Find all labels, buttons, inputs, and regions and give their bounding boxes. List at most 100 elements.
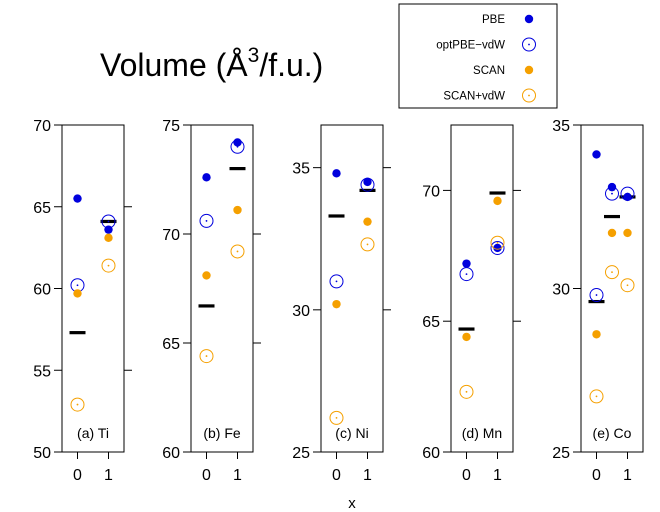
data-point-pbe [202,173,211,182]
data-point-scan-vdw-center [366,243,369,246]
data-point-optpbe-vdw [459,267,474,282]
legend-label-2: SCAN [473,65,505,77]
data-point-optpbe-vdw-center [76,284,79,287]
legend-marker-1 [522,37,536,52]
data-point-scan-vdw [101,258,116,273]
data-point-optpbe-vdw-center [626,192,629,195]
data-point-scan-vdw-center [465,390,468,393]
data-point-scan-vdw [199,349,214,364]
data-point-optpbe-vdw [360,177,375,192]
y-tick-label: 25 [292,445,310,462]
data-point-scan-vdw-center [595,395,598,398]
x-tick-label: 1 [104,467,113,484]
data-point-optpbe-vdw [620,186,635,201]
data-point-optpbe-vdw-center [496,247,499,249]
data-point-scan [462,332,471,342]
data-point-scan-vdw [589,389,604,404]
y-tick-label: 70 [33,118,51,135]
panel-label: (b) Fe [203,425,241,441]
data-point-optpbe-vdw-center [611,192,613,195]
data-point-scan-vdw [329,410,344,425]
y-tick-label: 65 [422,314,440,331]
panels: 50 55 60 65 70 0 1 (a) Ti 60 65 70 75 0 1 (b) Fe 25 30 35… [33,118,644,484]
panel-frame [320,124,384,453]
legend: PBE optPBE−vdW SCAN SCAN+vdW [398,3,558,109]
legend-marker-2 [524,65,534,75]
legend-marker-0 [524,14,534,24]
data-point-optpbe-vdw-center [595,294,598,296]
x-tick-label: 1 [493,467,502,484]
data-point-optpbe-vdw-center [107,220,110,223]
data-point-pbe [462,259,471,268]
panel-1: 60 65 70 75 0 1 (b) Fe [162,118,261,484]
data-point-scan-vdw [459,384,474,399]
y-tick-label: 75 [162,118,180,135]
data-point-scan-vdw-center [335,416,338,419]
y-tick-label: 70 [422,183,440,200]
x-axis-label: x [348,495,356,512]
x-tick-label: 1 [623,467,632,484]
data-point-optpbe-vdw-center [205,220,208,222]
panel-label: (d) Mn [462,425,502,441]
y-tick-label: 25 [552,445,570,462]
data-point-optpbe-vdw-center [236,145,239,148]
legend-marker-1-center [528,43,530,46]
x-tick-label: 1 [363,467,372,484]
data-point-scan [104,233,113,243]
data-point-scan-vdw [360,237,375,252]
data-point-scan-vdw-center [205,355,208,357]
legend-label-3: SCAN+vdW [443,91,505,103]
y-tick-label: 60 [422,445,440,462]
y-tick-label: 55 [33,363,51,380]
x-tick-label: 0 [202,467,211,484]
x-tick-label: 0 [332,467,341,484]
data-point-scan [623,228,632,238]
panel-0: 50 55 60 65 70 0 1 (a) Ti [33,118,132,484]
x-tick-label: 0 [73,467,82,484]
data-point-scan-vdw [490,235,505,250]
data-point-pbe [233,138,242,147]
data-point-scan-vdw-center [76,403,79,406]
panel-frame [450,124,514,453]
data-point-optpbe-vdw-center [366,183,369,186]
panel-label: (c) Ni [335,425,368,441]
panel-3: 60 65 70 0 1 (d) Mn [422,124,521,484]
data-point-optpbe-vdw [490,240,505,255]
panel-label: (a) Ti [77,425,109,441]
data-point-scan [73,289,82,298]
data-point-scan-vdw-center [236,250,239,253]
data-point-scan [493,196,502,206]
panel-2: 25 30 35 0 1 (c) Ni [292,124,391,484]
legend-label-0: PBE [482,14,505,26]
data-point-optpbe-vdw [230,139,245,154]
panel-frame [580,124,644,453]
figure-title-tail: /f.u.) [259,47,323,83]
x-tick-label: 1 [233,467,242,484]
data-point-scan-vdw [605,265,619,280]
y-tick-label: 50 [33,445,51,462]
data-point-pbe [592,150,601,159]
figure-title: Volume (Å3/f.u.) [100,44,323,83]
data-point-optpbe-vdw-center [465,273,468,276]
data-point-scan-vdw-center [626,284,629,287]
data-point-scan [363,217,372,226]
y-tick-label: 70 [162,227,180,244]
figure-title-superscript: 3 [248,44,260,67]
data-point-optpbe-vdw [101,214,116,229]
panel-4: 25 30 35 0 1 (e) Co [552,118,644,484]
x-tick-label: 0 [592,467,601,484]
y-tick-label: 35 [292,161,310,178]
y-tick-label: 35 [552,118,570,135]
data-point-optpbe-vdw [589,288,604,303]
x-tick-label: 0 [462,467,471,484]
data-point-optpbe-vdw [605,186,619,201]
data-point-optpbe-vdw [199,213,214,228]
y-tick-label: 65 [33,200,51,217]
data-point-pbe [332,169,341,178]
data-point-scan-vdw-center [107,264,110,267]
y-tick-label: 60 [33,282,51,299]
data-point-scan [607,228,617,238]
data-point-scan [332,299,341,309]
data-point-scan [233,205,242,215]
